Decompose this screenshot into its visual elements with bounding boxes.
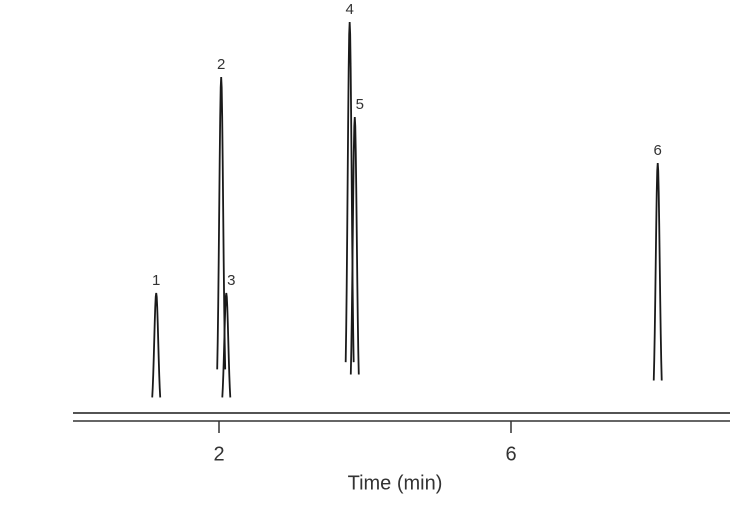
peak (652, 162, 663, 381)
peak-label: 3 (227, 272, 235, 289)
peak-label: 4 (345, 1, 353, 18)
peak-label: 2 (217, 56, 225, 73)
x-tick-label: 2 (213, 443, 224, 465)
peak-label: 1 (152, 272, 160, 289)
peak (221, 292, 232, 398)
peak (216, 76, 227, 370)
peak-label: 6 (654, 142, 662, 159)
x-tick-label: 6 (505, 443, 516, 465)
peak (151, 292, 162, 398)
peak (349, 116, 360, 375)
x-axis-title: Time (min) (348, 472, 443, 494)
peak-label: 5 (356, 96, 364, 113)
